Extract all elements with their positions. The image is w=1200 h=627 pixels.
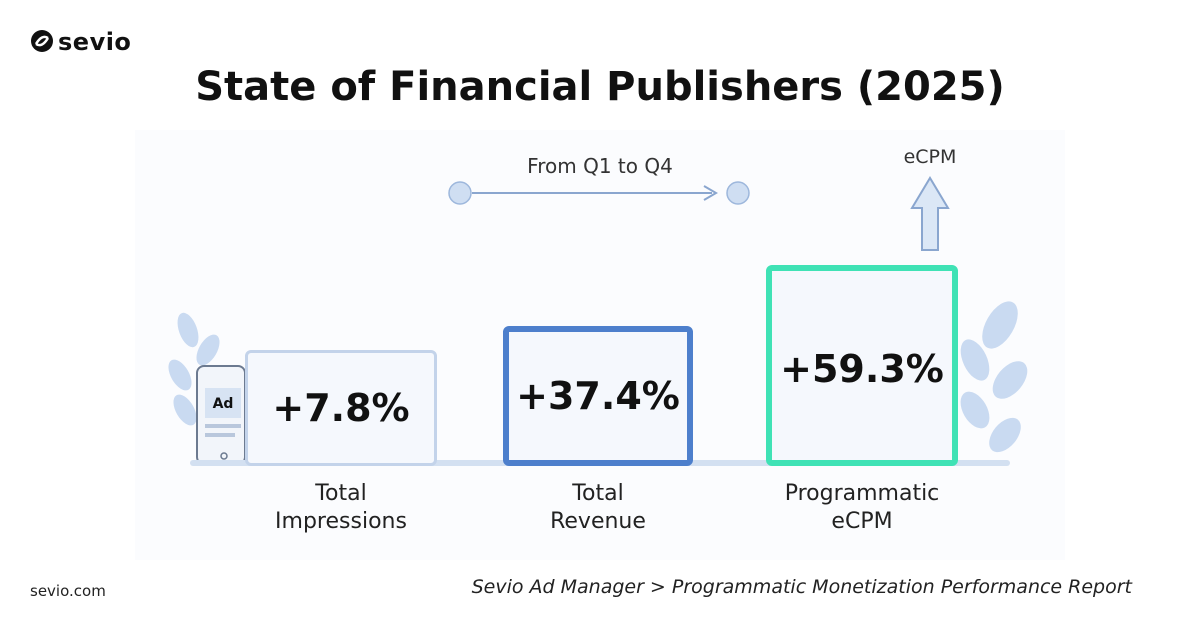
card-label-wrap: Total Revenue bbox=[488, 480, 708, 536]
logo: sevio bbox=[58, 28, 132, 56]
ad-label: Ad bbox=[212, 396, 234, 412]
metric-card: +59.3% bbox=[766, 265, 958, 466]
arrow-head bbox=[703, 185, 718, 201]
metric-card: +7.8% bbox=[245, 350, 437, 466]
leaves-left bbox=[168, 312, 220, 426]
period-label: From Q1 to Q4 bbox=[527, 154, 673, 178]
start-dot bbox=[448, 181, 472, 205]
logo-icon bbox=[31, 30, 53, 52]
title: State of Financial Publishers (2025) bbox=[195, 64, 1005, 110]
logo-mark bbox=[34, 35, 50, 47]
card-label-wrap: Programmatic eCPM bbox=[752, 480, 972, 536]
phone-button bbox=[220, 452, 228, 460]
source: Sevio Ad Manager > Programmatic Monetiza… bbox=[471, 576, 1132, 598]
card-label: Total Impressions bbox=[275, 481, 407, 534]
leaves-right bbox=[960, 301, 1028, 453]
phone-line bbox=[205, 424, 241, 428]
phone-line bbox=[205, 433, 235, 437]
end-dot bbox=[726, 181, 750, 205]
up-arrow bbox=[910, 176, 950, 251]
metric-card: +37.4% bbox=[503, 326, 693, 466]
metric-label: eCPM bbox=[903, 146, 957, 168]
card-label: Total Revenue bbox=[550, 481, 646, 534]
ad-slot bbox=[205, 388, 241, 418]
card-label: Programmatic eCPM bbox=[784, 481, 940, 534]
card-label-wrap: Total Impressions bbox=[231, 480, 451, 536]
site: sevio.com bbox=[30, 582, 106, 600]
